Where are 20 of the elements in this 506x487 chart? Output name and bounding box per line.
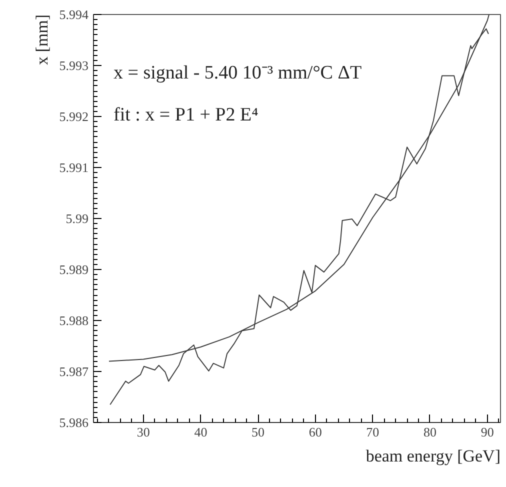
y-tick-label: 5.991 bbox=[59, 160, 88, 175]
x-tick-label: 30 bbox=[136, 424, 150, 440]
y-tick-label: 5.99 bbox=[66, 211, 88, 226]
x-tick-label: 70 bbox=[366, 424, 380, 440]
y-axis-title: x [mm] bbox=[32, 14, 52, 66]
y-tick-label: 5.992 bbox=[59, 109, 88, 124]
x-tick-label: 80 bbox=[423, 424, 436, 440]
x-tick-label: 90 bbox=[480, 424, 494, 440]
y-tick-label: 5.987 bbox=[59, 364, 89, 379]
y-tick-label: 5.988 bbox=[59, 313, 88, 328]
x-tick-label: 50 bbox=[252, 424, 265, 440]
y-tick-label: 5.986 bbox=[59, 415, 89, 430]
annotation: x = signal - 5.40 10⁻³ mm/°C ΔT bbox=[114, 62, 362, 84]
x-axis-title: beam energy [GeV] bbox=[366, 446, 501, 466]
y-tick-label: 5.993 bbox=[59, 58, 88, 73]
x-tick-label: 60 bbox=[308, 424, 322, 440]
y-tick-label: 5.994 bbox=[59, 7, 89, 22]
x-tick-label: 40 bbox=[194, 424, 208, 440]
annotation: fit : x = P1 + P2 E⁴ bbox=[114, 104, 259, 126]
y-tick-label: 5.989 bbox=[59, 262, 88, 277]
